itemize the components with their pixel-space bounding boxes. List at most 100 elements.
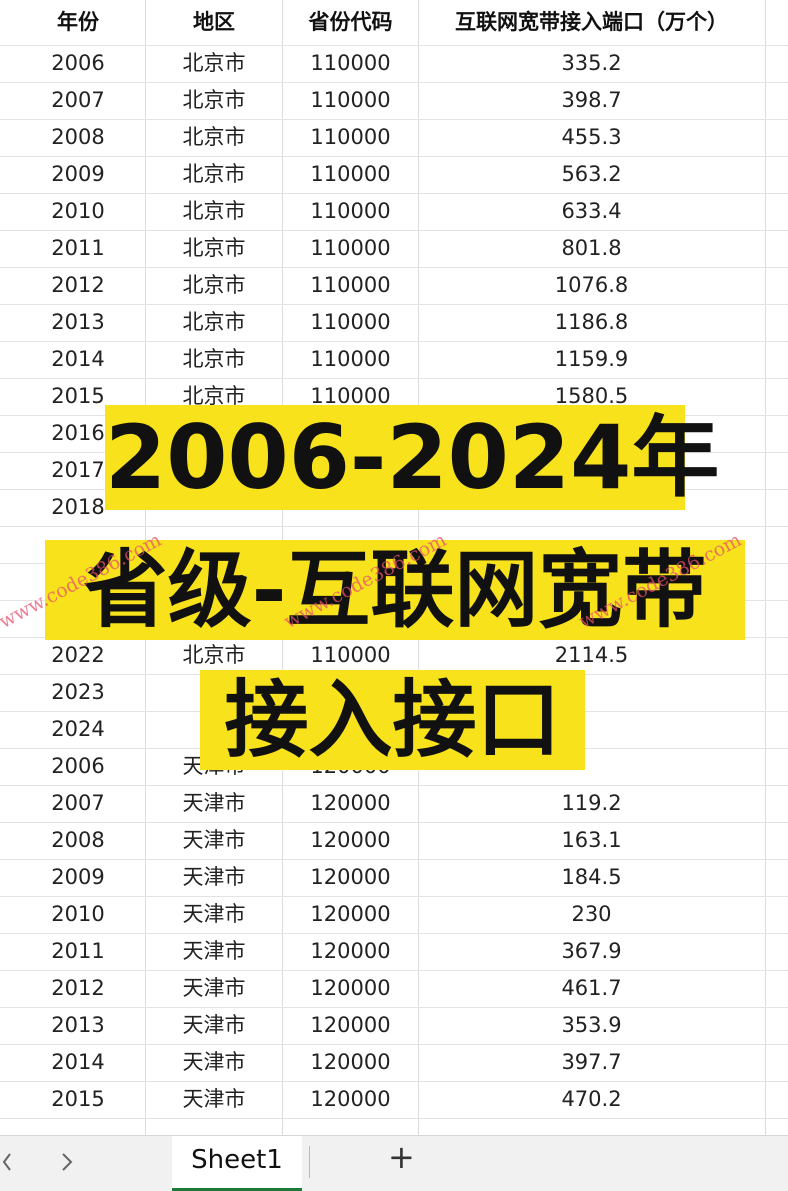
region-cell: 北京市 [182,199,246,223]
header-cell: 年份 [57,10,99,34]
year-cell: 2007 [51,88,105,112]
banner-line3: 接入接口 [200,670,585,770]
province-code-cell: 120000 [310,976,391,1000]
province-code-cell: 120000 [310,939,391,963]
region-cell: 天津市 [182,1013,246,1037]
broadband-ports-cell: 633.4 [561,199,622,223]
province-code-cell: 110000 [310,51,391,75]
province-code-cell: 110000 [310,236,391,260]
year-cell: 2017 [51,458,105,482]
year-cell: 2018 [51,495,105,519]
row-border [0,193,788,194]
broadband-ports-cell: 1159.9 [554,347,629,371]
year-cell: 2011 [51,939,105,963]
province-code-cell: 110000 [310,273,391,297]
row-border [0,933,788,934]
province-code-cell: 110000 [310,643,391,667]
year-cell: 2010 [51,902,105,926]
broadband-ports-cell: 1076.8 [554,273,629,297]
region-cell: 北京市 [182,273,246,297]
row-border [0,341,788,342]
region-cell: 天津市 [182,828,246,852]
province-code-cell: 120000 [310,865,391,889]
year-cell: 2006 [51,51,105,75]
broadband-ports-cell: 398.7 [561,88,622,112]
region-cell: 北京市 [182,310,246,334]
tab-divider [309,1146,310,1178]
broadband-ports-cell: 455.3 [561,125,622,149]
spreadsheet: 年份 地区 省份代码 互联网宽带接入端口（万个） 2006 北京市 110000 335.2 2… [0,0,788,1135]
row-border [0,230,788,231]
row-border [0,526,788,527]
row-border [0,970,788,971]
region-cell: 北京市 [182,125,246,149]
year-cell: 2015 [51,1087,105,1111]
region-cell: 北京市 [182,162,246,186]
broadband-ports-cell: 367.9 [561,939,622,963]
row-border [0,378,788,379]
header-cell: 互联网宽带接入端口（万个） [455,10,728,34]
broadband-ports-cell: 353.9 [561,1013,622,1037]
broadband-ports-cell: 163.1 [561,828,622,852]
row-border [0,1044,788,1045]
region-cell: 北京市 [182,643,246,667]
region-cell: 北京市 [182,236,246,260]
year-cell: 2013 [51,310,105,334]
province-code-cell: 110000 [310,310,391,334]
row-border [0,1118,788,1119]
year-cell: 2013 [51,1013,105,1037]
nav-arrows[interactable] [0,1136,80,1188]
province-code-cell: 110000 [310,125,391,149]
province-code-cell: 120000 [310,902,391,926]
region-cell: 天津市 [182,976,246,1000]
row-border [0,1081,788,1082]
region-cell: 北京市 [182,347,246,371]
add-sheet-button[interactable]: + [388,1138,415,1176]
header-cell: 省份代码 [308,10,393,34]
region-cell: 天津市 [182,939,246,963]
broadband-ports-cell: 470.2 [561,1087,622,1111]
region-cell: 天津市 [182,865,246,889]
row-border [0,785,788,786]
broadband-ports-cell: 230 [571,902,612,926]
row-border [0,156,788,157]
region-cell: 北京市 [182,88,246,112]
region-cell: 天津市 [182,1050,246,1074]
year-cell: 2012 [51,273,105,297]
year-cell: 2024 [51,717,105,741]
row-border [0,119,788,120]
region-cell: 天津市 [182,902,246,926]
year-cell: 2009 [51,865,105,889]
broadband-ports-cell: 119.2 [561,791,622,815]
province-code-cell: 120000 [310,828,391,852]
year-cell: 2007 [51,791,105,815]
year-cell: 2023 [51,680,105,704]
province-code-cell: 110000 [310,347,391,371]
header-cell: 地区 [193,10,235,34]
row-border [0,822,788,823]
sheet-tab-bar: Sheet1 + [0,1135,788,1191]
broadband-ports-cell: 184.5 [561,865,622,889]
year-cell: 2014 [51,347,105,371]
year-cell: 2008 [51,125,105,149]
banner-line2: 省级-互联网宽带 [45,540,745,640]
province-code-cell: 120000 [310,1087,391,1111]
region-cell: 天津市 [182,1087,246,1111]
broadband-ports-cell: 1186.8 [554,310,629,334]
broadband-ports-cell: 801.8 [561,236,622,260]
province-code-cell: 120000 [310,1050,391,1074]
province-code-cell: 120000 [310,1013,391,1037]
year-cell: 2014 [51,1050,105,1074]
province-code-cell: 110000 [310,88,391,112]
row-border [0,1007,788,1008]
year-cell: 2022 [51,643,105,667]
column-border [765,0,766,1135]
year-cell: 2006 [51,754,105,778]
row-border [0,267,788,268]
year-cell: 2016 [51,421,105,445]
broadband-ports-cell: 563.2 [561,162,622,186]
sheet-tab[interactable]: Sheet1 [172,1136,302,1191]
row-border [0,304,788,305]
year-cell: 2009 [51,162,105,186]
